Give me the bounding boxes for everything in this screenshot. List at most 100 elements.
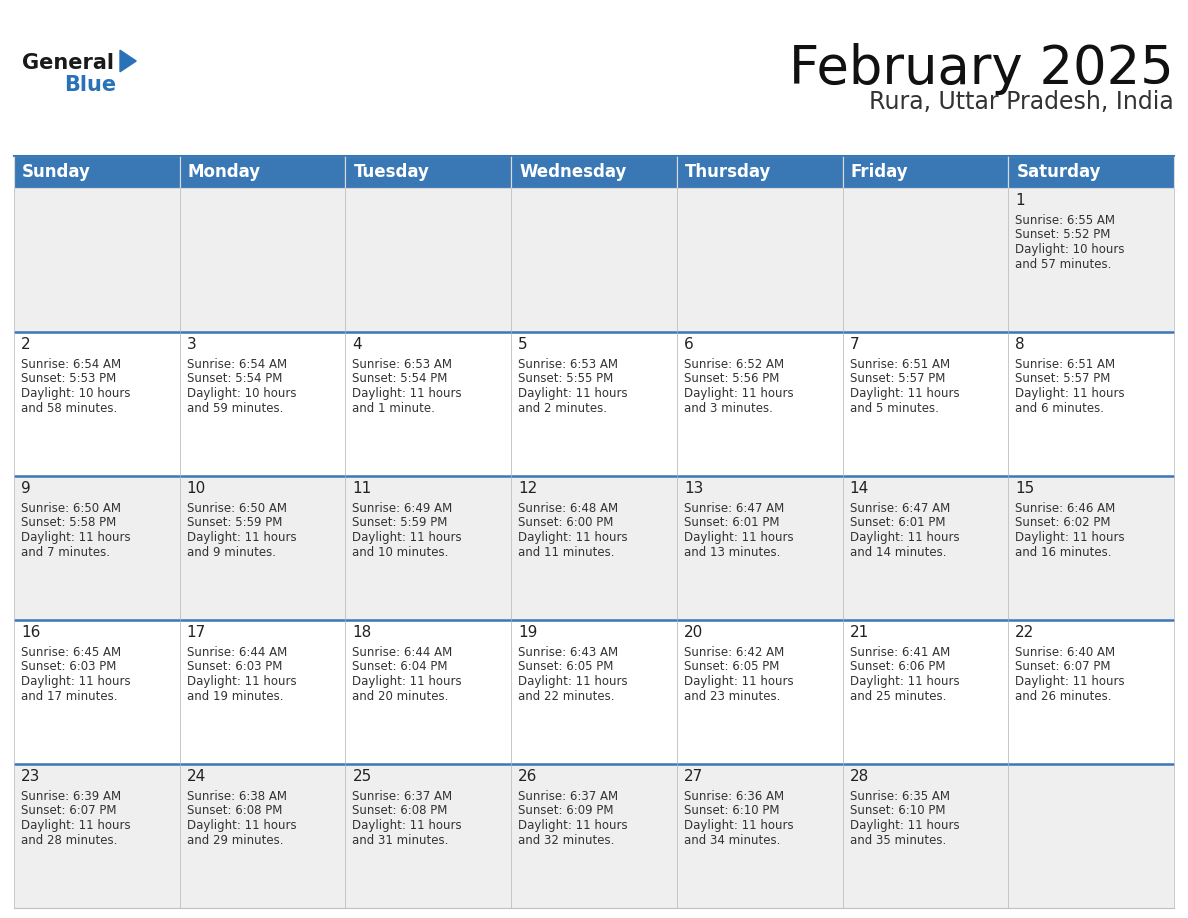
Text: Friday: Friday	[851, 163, 908, 181]
Text: 20: 20	[684, 625, 703, 640]
Bar	[179, 332, 346, 476]
Text: and 35 minutes.: and 35 minutes.	[849, 834, 946, 846]
Bar	[677, 332, 842, 476]
Text: and 32 minutes.: and 32 minutes.	[518, 834, 614, 846]
Text: Daylight: 11 hours: Daylight: 11 hours	[187, 819, 296, 832]
Text: Sunset: 6:00 PM: Sunset: 6:00 PM	[518, 517, 613, 530]
Text: Sunrise: 6:49 AM: Sunrise: 6:49 AM	[353, 502, 453, 515]
Polygon shape	[120, 50, 137, 72]
Text: Sunset: 5:59 PM: Sunset: 5:59 PM	[187, 517, 282, 530]
Bar	[677, 620, 842, 764]
Text: Sunrise: 6:47 AM: Sunrise: 6:47 AM	[849, 502, 950, 515]
Text: Daylight: 11 hours: Daylight: 11 hours	[518, 819, 627, 832]
Text: Daylight: 11 hours: Daylight: 11 hours	[849, 819, 959, 832]
Bar	[346, 620, 511, 764]
Bar	[677, 764, 842, 908]
Text: Sunrise: 6:53 AM: Sunrise: 6:53 AM	[518, 358, 618, 371]
Bar	[511, 188, 677, 332]
Text: February 2025: February 2025	[789, 43, 1174, 95]
Text: and 22 minutes.: and 22 minutes.	[518, 689, 614, 702]
Text: and 1 minute.: and 1 minute.	[353, 401, 435, 415]
Text: Sunrise: 6:46 AM: Sunrise: 6:46 AM	[1016, 502, 1116, 515]
Bar	[842, 476, 1009, 620]
Text: and 59 minutes.: and 59 minutes.	[187, 401, 283, 415]
Text: Sunset: 5:57 PM: Sunset: 5:57 PM	[849, 373, 944, 386]
Bar	[346, 188, 511, 332]
Text: 1: 1	[1016, 193, 1025, 208]
Text: Daylight: 10 hours: Daylight: 10 hours	[187, 387, 296, 400]
Text: Sunrise: 6:44 AM: Sunrise: 6:44 AM	[187, 646, 287, 659]
Text: and 20 minutes.: and 20 minutes.	[353, 689, 449, 702]
Text: 9: 9	[21, 481, 31, 496]
Bar	[677, 188, 842, 332]
Bar	[511, 156, 677, 188]
Text: Sunset: 5:56 PM: Sunset: 5:56 PM	[684, 373, 779, 386]
Bar	[346, 332, 511, 476]
Text: and 7 minutes.: and 7 minutes.	[21, 545, 110, 558]
Text: Sunset: 5:53 PM: Sunset: 5:53 PM	[21, 373, 116, 386]
Bar	[1009, 764, 1174, 908]
Bar	[346, 476, 511, 620]
Text: Sunrise: 6:48 AM: Sunrise: 6:48 AM	[518, 502, 618, 515]
Text: Sunset: 5:52 PM: Sunset: 5:52 PM	[1016, 229, 1111, 241]
Text: Sunrise: 6:50 AM: Sunrise: 6:50 AM	[21, 502, 121, 515]
Text: Daylight: 11 hours: Daylight: 11 hours	[353, 387, 462, 400]
Text: and 19 minutes.: and 19 minutes.	[187, 689, 283, 702]
Text: and 3 minutes.: and 3 minutes.	[684, 401, 772, 415]
Text: Daylight: 11 hours: Daylight: 11 hours	[849, 387, 959, 400]
Text: Sunrise: 6:36 AM: Sunrise: 6:36 AM	[684, 790, 784, 803]
Text: 5: 5	[518, 337, 527, 352]
Text: and 28 minutes.: and 28 minutes.	[21, 834, 118, 846]
Bar	[511, 332, 677, 476]
Text: Daylight: 11 hours: Daylight: 11 hours	[849, 675, 959, 688]
Text: and 34 minutes.: and 34 minutes.	[684, 834, 781, 846]
Text: and 11 minutes.: and 11 minutes.	[518, 545, 614, 558]
Bar	[179, 188, 346, 332]
Bar	[179, 476, 346, 620]
Text: 25: 25	[353, 769, 372, 784]
Text: and 2 minutes.: and 2 minutes.	[518, 401, 607, 415]
Text: 16: 16	[21, 625, 40, 640]
Bar	[346, 156, 511, 188]
Text: Daylight: 11 hours: Daylight: 11 hours	[1016, 387, 1125, 400]
Text: Sunset: 6:07 PM: Sunset: 6:07 PM	[1016, 660, 1111, 674]
Text: Daylight: 10 hours: Daylight: 10 hours	[1016, 243, 1125, 256]
Text: 21: 21	[849, 625, 868, 640]
Bar	[511, 620, 677, 764]
Text: Sunset: 6:09 PM: Sunset: 6:09 PM	[518, 804, 614, 818]
Bar	[842, 188, 1009, 332]
Bar	[14, 156, 179, 188]
Text: 17: 17	[187, 625, 206, 640]
Text: 23: 23	[21, 769, 40, 784]
Bar	[677, 156, 842, 188]
Bar	[179, 156, 346, 188]
Text: Saturday: Saturday	[1016, 163, 1101, 181]
Text: Daylight: 11 hours: Daylight: 11 hours	[684, 531, 794, 544]
Text: Sunrise: 6:53 AM: Sunrise: 6:53 AM	[353, 358, 453, 371]
Text: 7: 7	[849, 337, 859, 352]
Text: Daylight: 11 hours: Daylight: 11 hours	[518, 387, 627, 400]
Text: General: General	[23, 53, 114, 73]
Text: Daylight: 11 hours: Daylight: 11 hours	[518, 675, 627, 688]
Text: Daylight: 11 hours: Daylight: 11 hours	[21, 531, 131, 544]
Text: Sunset: 5:57 PM: Sunset: 5:57 PM	[1016, 373, 1111, 386]
Text: Sunrise: 6:40 AM: Sunrise: 6:40 AM	[1016, 646, 1116, 659]
Text: Sunrise: 6:51 AM: Sunrise: 6:51 AM	[1016, 358, 1116, 371]
Text: Sunset: 6:05 PM: Sunset: 6:05 PM	[518, 660, 613, 674]
Text: Sunrise: 6:37 AM: Sunrise: 6:37 AM	[353, 790, 453, 803]
Bar	[14, 332, 179, 476]
Text: and 17 minutes.: and 17 minutes.	[21, 689, 118, 702]
Text: Sunset: 5:59 PM: Sunset: 5:59 PM	[353, 517, 448, 530]
Text: 2: 2	[21, 337, 31, 352]
Text: 14: 14	[849, 481, 868, 496]
Bar	[677, 476, 842, 620]
Text: Sunset: 6:06 PM: Sunset: 6:06 PM	[849, 660, 946, 674]
Text: Daylight: 10 hours: Daylight: 10 hours	[21, 387, 131, 400]
Text: Sunrise: 6:50 AM: Sunrise: 6:50 AM	[187, 502, 286, 515]
Text: 18: 18	[353, 625, 372, 640]
Text: Sunrise: 6:37 AM: Sunrise: 6:37 AM	[518, 790, 618, 803]
Text: 8: 8	[1016, 337, 1025, 352]
Text: Sunrise: 6:54 AM: Sunrise: 6:54 AM	[21, 358, 121, 371]
Text: 4: 4	[353, 337, 362, 352]
Text: Daylight: 11 hours: Daylight: 11 hours	[1016, 531, 1125, 544]
